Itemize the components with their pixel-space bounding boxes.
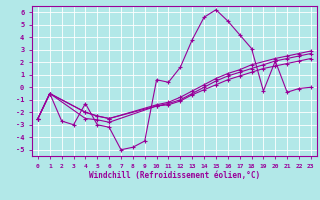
X-axis label: Windchill (Refroidissement éolien,°C): Windchill (Refroidissement éolien,°C) [89, 171, 260, 180]
